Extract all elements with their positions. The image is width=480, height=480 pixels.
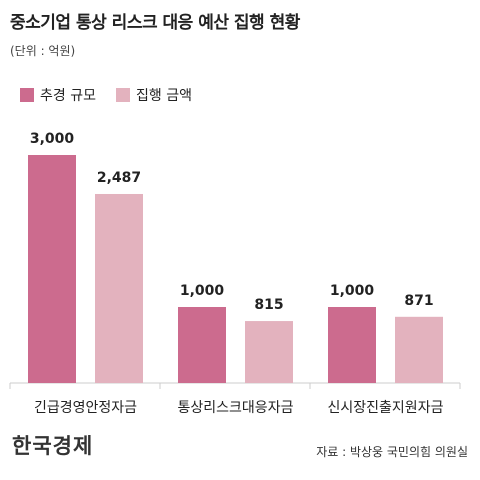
legend-label-executed: 집행 금액 [135, 88, 192, 104]
data-label-executed-1: 815 [254, 297, 283, 313]
bar-executed-1 [245, 321, 293, 383]
legend: 추경 규모 집행 금액 [20, 85, 212, 105]
bar-executed-0 [95, 193, 143, 383]
data-label-executed-0: 2,487 [97, 170, 141, 186]
legend-swatch-executed [115, 88, 130, 102]
unit-label: (단위 : 억원) [10, 44, 76, 58]
source-note: 자료 : 박상웅 국민의힘 의원실 [316, 445, 468, 459]
bar-budget-2 [328, 307, 376, 383]
chart-title: 중소기업 통상 리스크 대응 예산 집행 현황 [10, 13, 300, 33]
legend-item-executed: 집행 금액 [115, 85, 192, 105]
category-label-2: 신시장진출지원자금 [328, 400, 444, 416]
data-label-budget-1: 1,000 [180, 283, 225, 299]
category-label-1: 통상리스크대응자금 [178, 400, 294, 416]
legend-swatch-budget [20, 88, 34, 102]
bar-executed-2 [395, 316, 443, 383]
legend-item-budget: 추경 규모 [20, 85, 96, 105]
data-label-budget-2: 1,000 [330, 283, 375, 299]
data-label-budget-0: 3,000 [30, 131, 75, 147]
bar-budget-1 [178, 307, 226, 383]
publisher-logo: 한국경제 [12, 433, 94, 458]
legend-label-budget: 추경 규모 [40, 88, 96, 104]
data-label-executed-2: 871 [404, 293, 433, 309]
bar-budget-0 [28, 155, 76, 383]
category-label-0: 긴급경영안정자금 [34, 400, 137, 416]
